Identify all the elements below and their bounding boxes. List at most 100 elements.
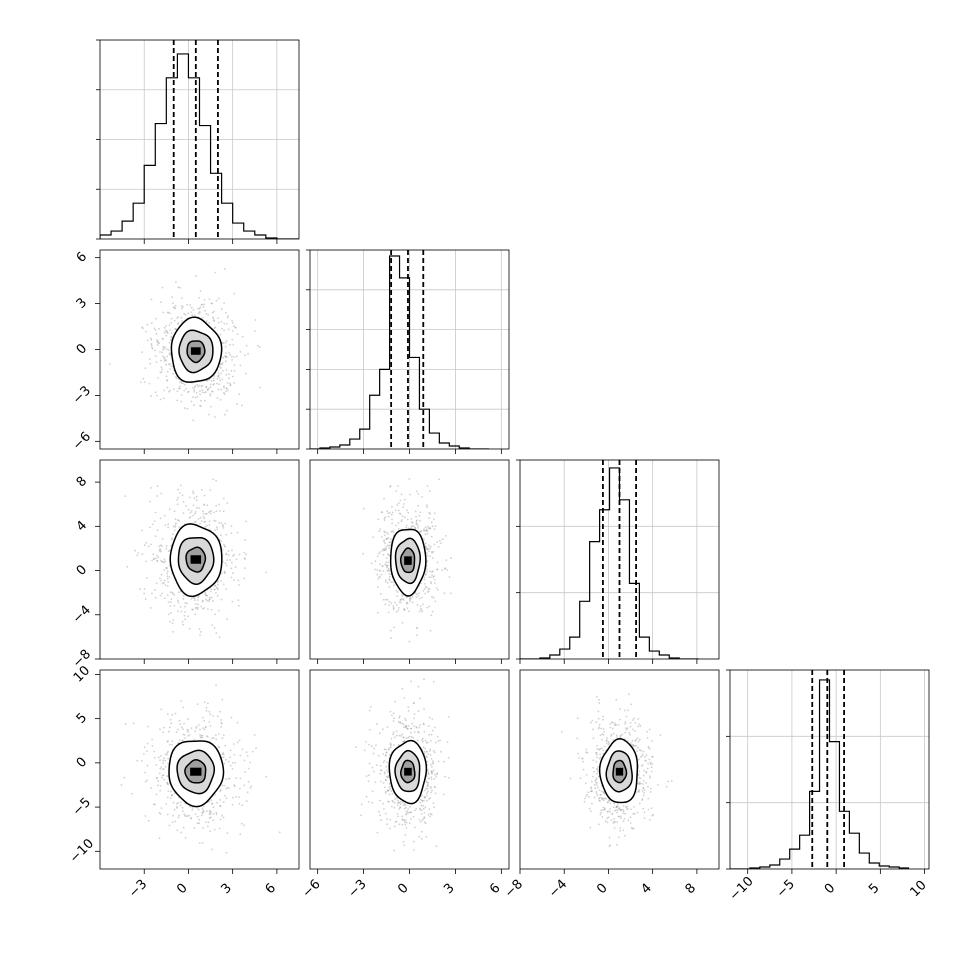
density-core [190,767,202,776]
scatter-point [634,730,636,732]
scatter-point [167,349,170,352]
scatter-point [367,801,370,803]
scatter-point [201,317,204,319]
scatter-point [628,693,630,696]
scatter-point [169,797,172,800]
scatter-point [189,304,192,306]
scatter-point [426,606,429,609]
scatter-point [160,492,163,495]
scatter-point [192,504,195,507]
scatter-point [203,399,206,402]
scatter-point [230,525,233,527]
scatter-point [629,822,632,824]
scatter-point [392,712,395,715]
scatter-point [208,721,211,723]
scatter-point [407,725,410,727]
scatter-point [581,757,584,760]
scatter-point [398,716,401,719]
scatter-point [399,715,401,717]
scatter-point [220,726,223,728]
scatter-point [176,503,179,506]
scatter-point [430,771,433,773]
scatter-point [423,528,425,531]
scatter-point [157,784,159,787]
scatter-point [597,775,600,778]
scatter-point [382,598,385,601]
scatter-point [193,390,196,393]
scatter-point [613,810,616,812]
scatter-point [396,591,399,593]
scatter-point [246,791,249,794]
scatter-point [225,387,228,390]
scatter-point [425,568,428,571]
scatter-point [172,592,174,595]
scatter-point [399,599,402,601]
scatter-point [384,778,387,781]
scatter-point [411,525,413,528]
scatter-point [223,497,225,500]
scatter-point [430,766,433,768]
x-tick-label: 3 [441,881,457,897]
scatter-point [425,530,428,532]
scatter-point [613,827,616,829]
scatter-point [392,731,395,734]
scatter-point [368,743,370,746]
scatter-point [388,753,391,756]
scatter-point [433,528,436,530]
scatter-point [166,332,169,334]
scatter-point [265,775,267,778]
scatter-point [405,737,408,740]
scatter-point [408,812,410,814]
scatter-point [405,601,408,604]
scatter-point [376,569,378,571]
scatter-point [257,344,259,347]
scatter-point [181,810,184,813]
scatter-point [182,826,185,829]
scatter-point [592,737,595,739]
scatter-point [200,605,203,608]
scatter-point [210,405,212,408]
scatter-point [640,782,642,785]
scatter-point [391,805,393,808]
scatter-point [132,722,135,725]
scatter-point [387,544,389,547]
scatter-point [619,708,621,710]
scatter-point [390,581,393,584]
scatter-point [159,785,162,787]
scatter-point [203,391,206,394]
scatter-point [590,790,593,792]
scatter-point [426,548,429,551]
scatter-point [389,485,392,487]
scatter-point [416,634,418,637]
scatter-point [647,808,650,811]
scatter-point [147,819,150,822]
scatter-point [402,819,404,822]
scatter-point [159,517,162,520]
scatter-point [596,794,599,797]
scatter-point [144,367,147,370]
scatter-point [447,716,450,718]
scatter-point [651,762,654,765]
scatter-point [396,797,399,799]
scatter-point [603,808,606,811]
scatter-point [185,602,188,605]
scatter-point [166,379,169,382]
scatter-point [423,708,425,710]
scatter-point [156,341,159,343]
scatter-point [598,698,600,701]
scatter-point [426,769,429,772]
y-tick-label: 4 [74,518,90,534]
scatter-point [428,517,430,520]
scatter-point [430,791,433,794]
scatter-point [181,320,183,323]
scatter-point [208,710,211,713]
scatter-point [149,500,151,503]
scatter-point [394,821,397,823]
scatter-point [378,530,381,533]
scatter-point [187,718,190,721]
scatter-point [163,360,166,362]
scatter-point [645,771,648,774]
y-tick-label: 0 [74,562,90,578]
scatter-point [608,799,610,802]
scatter-point [604,807,606,810]
